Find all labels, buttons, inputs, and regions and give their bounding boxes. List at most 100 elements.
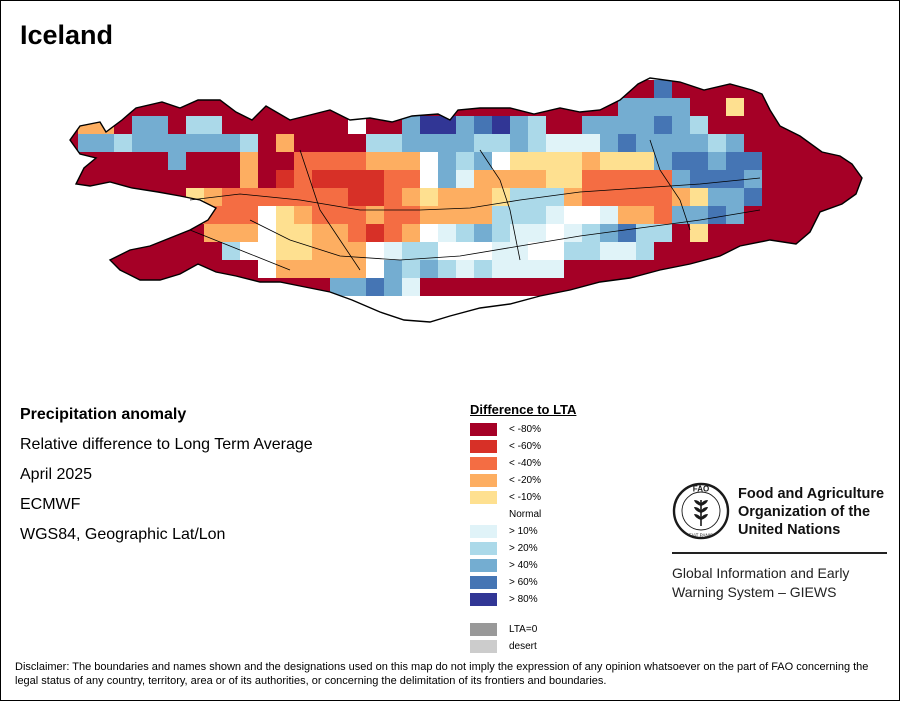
anomaly-cell [744, 224, 762, 242]
anomaly-cell [258, 80, 276, 98]
precipitation-grid[interactable] [40, 60, 880, 350]
anomaly-cell [312, 188, 330, 206]
legend-item-row: > 60% [470, 574, 640, 591]
anomaly-cell [726, 260, 744, 278]
anomaly-cell [312, 224, 330, 242]
anomaly-cell [204, 242, 222, 260]
anomaly-cell [528, 224, 546, 242]
anomaly-cell [348, 152, 366, 170]
anomaly-cell [528, 206, 546, 224]
anomaly-cell [70, 278, 78, 296]
anomaly-cell [70, 188, 78, 206]
anomaly-cell [132, 134, 150, 152]
anomaly-cell [672, 134, 690, 152]
anomaly-cell [204, 278, 222, 296]
legend-extra-item-swatch [470, 640, 497, 653]
anomaly-cell [70, 260, 78, 278]
anomaly-cell [726, 116, 744, 134]
anomaly-cell [168, 170, 186, 188]
anomaly-cell [114, 206, 132, 224]
legend-item-label: < -20% [509, 475, 541, 486]
anomaly-cell [618, 260, 636, 278]
anomaly-cell [420, 242, 438, 260]
anomaly-cell [510, 242, 528, 260]
anomaly-cell [258, 170, 276, 188]
fao-divider [672, 552, 887, 554]
anomaly-cell [762, 152, 780, 170]
anomaly-cell [780, 224, 798, 242]
anomaly-cell [492, 80, 510, 98]
anomaly-cell [78, 260, 96, 278]
legend-item-swatch [470, 559, 497, 572]
anomaly-cell [186, 134, 204, 152]
anomaly-cell [474, 260, 492, 278]
iceland-map[interactable] [40, 60, 880, 350]
svg-text:FIAT PANIS: FIAT PANIS [689, 533, 713, 538]
anomaly-cell [636, 80, 654, 98]
anomaly-cell [348, 224, 366, 242]
legend-item-swatch [470, 508, 497, 521]
anomaly-cell [510, 260, 528, 278]
anomaly-cell [438, 116, 456, 134]
anomaly-cell [330, 260, 348, 278]
anomaly-cell [528, 188, 546, 206]
anomaly-cell [798, 242, 816, 260]
anomaly-cell [546, 224, 564, 242]
anomaly-cell [870, 152, 880, 170]
anomaly-cell [366, 278, 384, 296]
anomaly-cell [258, 242, 276, 260]
anomaly-cell [798, 170, 816, 188]
anomaly-cell [582, 116, 600, 134]
anomaly-cell [438, 260, 456, 278]
anomaly-cell [438, 152, 456, 170]
anomaly-cell [744, 152, 762, 170]
anomaly-cell [240, 116, 258, 134]
anomaly-cell [366, 116, 384, 134]
anomaly-cell [870, 278, 880, 296]
anomaly-cell [456, 134, 474, 152]
anomaly-cell [636, 188, 654, 206]
anomaly-cell [546, 260, 564, 278]
anomaly-cell [384, 224, 402, 242]
anomaly-cell [186, 116, 204, 134]
anomaly-cell [708, 170, 726, 188]
anomaly-cell [132, 206, 150, 224]
anomaly-cell [618, 170, 636, 188]
anomaly-cell [456, 206, 474, 224]
info-heading: Precipitation anomaly [20, 406, 187, 423]
anomaly-cell [456, 188, 474, 206]
anomaly-cell [798, 80, 816, 98]
anomaly-cell [240, 206, 258, 224]
anomaly-cell [600, 188, 618, 206]
legend-item-label: > 60% [509, 577, 538, 588]
anomaly-cell [294, 80, 312, 98]
anomaly-cell [672, 206, 690, 224]
anomaly-cell [222, 134, 240, 152]
anomaly-cell [438, 242, 456, 260]
anomaly-cell [70, 206, 78, 224]
anomaly-cell [204, 260, 222, 278]
anomaly-cell [492, 116, 510, 134]
anomaly-cell [708, 278, 726, 296]
anomaly-cell [420, 278, 438, 296]
anomaly-cell [762, 242, 780, 260]
anomaly-cell [150, 134, 168, 152]
anomaly-cell [438, 170, 456, 188]
anomaly-cell [132, 116, 150, 134]
anomaly-cell [852, 170, 862, 188]
anomaly-cell [600, 80, 618, 98]
anomaly-cell [510, 98, 528, 116]
anomaly-cell [654, 134, 672, 152]
anomaly-cell [348, 134, 366, 152]
anomaly-cell [780, 98, 798, 116]
anomaly-cell [654, 278, 672, 296]
anomaly-cell [852, 278, 862, 296]
anomaly-cell [546, 80, 564, 98]
anomaly-cell [78, 80, 96, 98]
anomaly-cell [780, 170, 798, 188]
anomaly-cell [402, 170, 420, 188]
anomaly-cell [654, 206, 672, 224]
anomaly-cell [492, 242, 510, 260]
anomaly-cell [636, 224, 654, 242]
anomaly-cell [744, 188, 762, 206]
